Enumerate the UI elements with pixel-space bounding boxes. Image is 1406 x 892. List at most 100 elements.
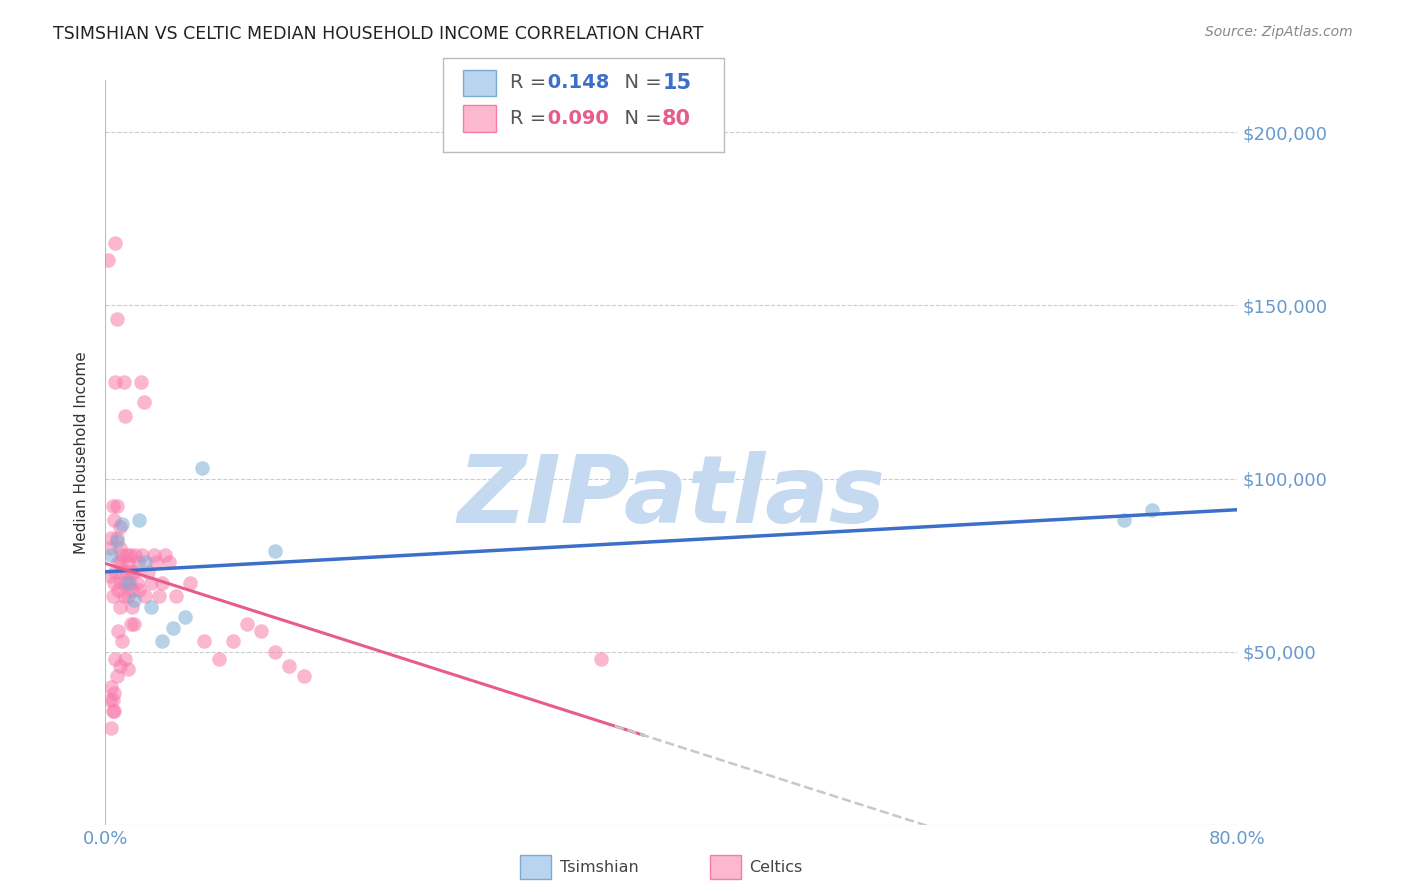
Point xyxy=(98,541,121,555)
Text: TSIMSHIAN VS CELTIC MEDIAN HOUSEHOLD INCOME CORRELATION CHART: TSIMSHIAN VS CELTIC MEDIAN HOUSEHOLD INC… xyxy=(53,25,704,43)
Point xyxy=(128,582,150,597)
Text: ZIPatlas: ZIPatlas xyxy=(457,451,886,543)
Point xyxy=(264,645,287,659)
Point xyxy=(153,548,176,562)
Point xyxy=(250,624,273,639)
Point xyxy=(97,253,120,268)
Point xyxy=(222,634,245,648)
Point xyxy=(190,461,212,475)
Point xyxy=(110,575,132,590)
Point xyxy=(114,652,136,666)
Point xyxy=(132,395,155,409)
Point xyxy=(104,565,127,579)
Point xyxy=(208,652,231,666)
Point xyxy=(139,599,162,614)
Point xyxy=(125,575,148,590)
Point xyxy=(122,565,145,579)
Point xyxy=(292,669,315,683)
Point xyxy=(108,520,131,534)
Point xyxy=(115,565,138,579)
Point xyxy=(118,575,141,590)
Point xyxy=(173,610,195,624)
Point xyxy=(136,565,159,579)
Point xyxy=(107,555,129,569)
Point xyxy=(134,590,156,604)
Point xyxy=(142,548,165,562)
Point xyxy=(105,531,128,545)
Point xyxy=(100,548,122,562)
Point xyxy=(150,575,173,590)
Point xyxy=(103,513,125,527)
Point xyxy=(107,582,129,597)
Point xyxy=(117,555,139,569)
Text: N =: N = xyxy=(612,73,668,93)
Point xyxy=(104,652,127,666)
Point xyxy=(1114,513,1136,527)
Point xyxy=(193,634,215,648)
Text: R =: R = xyxy=(510,109,553,128)
Point xyxy=(134,555,156,569)
Text: Celtics: Celtics xyxy=(749,860,803,874)
Point xyxy=(120,617,142,632)
Point xyxy=(105,312,128,326)
Text: 15: 15 xyxy=(662,73,692,93)
Point xyxy=(104,375,127,389)
Text: Source: ZipAtlas.com: Source: ZipAtlas.com xyxy=(1205,25,1353,39)
Point xyxy=(121,599,143,614)
Point xyxy=(179,575,201,590)
Point xyxy=(114,575,136,590)
Point xyxy=(108,658,131,673)
Point xyxy=(165,590,187,604)
Point xyxy=(117,662,139,676)
Point xyxy=(101,500,124,514)
Point xyxy=(101,693,124,707)
Point xyxy=(98,568,121,582)
Text: 0.148: 0.148 xyxy=(541,73,610,93)
Point xyxy=(127,555,149,569)
Point xyxy=(111,565,134,579)
Point xyxy=(128,513,150,527)
Point xyxy=(112,375,135,389)
Text: Tsimshian: Tsimshian xyxy=(560,860,638,874)
Point xyxy=(105,669,128,683)
Point xyxy=(124,548,146,562)
Point xyxy=(118,548,141,562)
Point xyxy=(101,590,124,604)
Point xyxy=(145,555,167,569)
Point xyxy=(107,624,129,639)
Point xyxy=(100,531,122,545)
Point xyxy=(117,575,139,590)
Point xyxy=(157,555,180,569)
Text: R =: R = xyxy=(510,73,553,93)
Point xyxy=(105,500,128,514)
Point xyxy=(104,236,127,251)
Point xyxy=(108,541,131,555)
Point xyxy=(110,555,132,569)
Point xyxy=(100,721,122,735)
Point xyxy=(120,565,142,579)
Point xyxy=(150,634,173,648)
Y-axis label: Median Household Income: Median Household Income xyxy=(75,351,90,554)
Point xyxy=(100,680,122,694)
Point xyxy=(103,575,125,590)
Point xyxy=(162,621,184,635)
Text: 0.090: 0.090 xyxy=(541,109,609,128)
Point xyxy=(121,582,143,597)
Point xyxy=(105,534,128,549)
Point xyxy=(278,658,301,673)
Point xyxy=(264,544,287,558)
Point xyxy=(122,617,145,632)
Text: 80: 80 xyxy=(662,109,692,128)
Point xyxy=(129,375,152,389)
Point xyxy=(114,409,136,424)
Point xyxy=(108,599,131,614)
Point xyxy=(148,590,170,604)
Point xyxy=(122,593,145,607)
Point xyxy=(115,548,138,562)
Point xyxy=(101,704,124,718)
Point xyxy=(139,575,162,590)
Point xyxy=(111,634,134,648)
Point xyxy=(103,704,125,718)
Point xyxy=(112,590,135,604)
Point xyxy=(98,693,121,707)
